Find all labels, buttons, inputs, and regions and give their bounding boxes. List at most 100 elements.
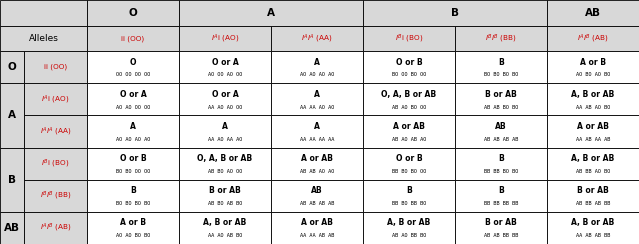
Text: A, B or AB: A, B or AB [571,90,615,99]
Text: BO BO OO OO: BO BO OO OO [116,169,150,174]
Bar [547,212,639,244]
Text: BB BO BO OO: BB BO BO OO [392,169,426,174]
Text: AB: AB [311,186,323,195]
Bar [87,212,179,244]
Bar [0,212,24,244]
Text: A, B or AB: A, B or AB [571,218,615,227]
Text: AO OO AO OO: AO OO AO OO [208,72,242,77]
Bar [87,115,179,148]
Text: A, B or AB: A, B or AB [203,218,247,227]
Text: $I^A$i (AO): $I^A$i (AO) [211,32,239,44]
Bar [24,212,87,244]
Text: AO BO AO BO: AO BO AO BO [576,72,610,77]
Text: AO AO OO OO: AO AO OO OO [116,105,150,110]
Text: $I^A$$I^A$ (AA): $I^A$$I^A$ (AA) [40,125,72,138]
Text: BB BO BB BO: BB BO BB BO [392,201,426,206]
Bar [87,0,179,26]
Bar [547,0,639,26]
Text: O: O [130,58,136,67]
Text: B: B [498,58,504,67]
Text: AA AB AA AB: AA AB AA AB [576,137,610,142]
Text: ii (OO): ii (OO) [44,64,67,71]
Text: A, B or AB: A, B or AB [571,154,615,163]
Text: O or B: O or B [119,154,146,163]
Bar [0,51,24,83]
Text: B or AB: B or AB [209,186,241,195]
Bar [363,83,455,115]
Text: AA AA AA AA: AA AA AA AA [300,137,334,142]
Text: $I^B$i (BO): $I^B$i (BO) [42,157,70,170]
Text: AO AO AO AO: AO AO AO AO [116,137,150,142]
Bar [455,83,547,115]
Text: B: B [130,186,135,195]
Text: B: B [498,186,504,195]
Text: O or B: O or B [396,154,422,163]
Bar [24,51,87,83]
Bar [87,26,179,51]
Bar [179,83,271,115]
Text: AO AO BO BO: AO AO BO BO [116,233,150,238]
Text: A: A [314,90,320,99]
Bar [271,212,363,244]
Text: B or AB: B or AB [485,90,517,99]
Bar [271,83,363,115]
Bar [363,51,455,83]
Text: AA AO AO OO: AA AO AO OO [208,105,242,110]
Text: AB BO AO OO: AB BO AO OO [208,169,242,174]
Bar [363,0,547,26]
Bar [87,180,179,212]
Text: AB AO BO OO: AB AO BO OO [392,105,426,110]
Text: BO OO BO OO: BO OO BO OO [392,72,426,77]
Text: BO BO BO BO: BO BO BO BO [116,201,150,206]
Text: B: B [8,175,16,185]
Bar [363,26,455,51]
Text: AB: AB [4,223,20,233]
Text: O: O [128,8,137,18]
Text: BO BO BO BO: BO BO BO BO [484,72,518,77]
Text: $I^A$$I^B$ (AB): $I^A$$I^B$ (AB) [40,222,72,234]
Bar [179,148,271,180]
Text: O, A, B or AB: O, A, B or AB [381,90,436,99]
Bar [179,26,271,51]
Bar [363,212,455,244]
Text: O, A, B or AB: O, A, B or AB [197,154,252,163]
Bar [24,115,87,148]
Bar [455,148,547,180]
Bar [0,26,87,51]
Bar [547,83,639,115]
Bar [455,26,547,51]
Bar [547,26,639,51]
Text: B: B [498,154,504,163]
Text: AA AO AB BO: AA AO AB BO [208,233,242,238]
Text: O or A: O or A [212,58,238,67]
Text: B or AB: B or AB [485,218,517,227]
Text: $I^A$$I^B$ (AB): $I^A$$I^B$ (AB) [577,32,609,44]
Text: BB BB BO BO: BB BB BO BO [484,169,518,174]
Text: AB BB AO BO: AB BB AO BO [576,169,610,174]
Bar [0,0,87,26]
Text: AB BO AB BO: AB BO AB BO [208,201,242,206]
Text: B: B [451,8,459,18]
Text: AB AB AO AO: AB AB AO AO [300,169,334,174]
Text: A: A [267,8,275,18]
Text: AB BB AB BB: AB BB AB BB [576,201,610,206]
Text: A: A [130,122,136,131]
Bar [547,51,639,83]
Text: AB: AB [495,122,507,131]
Bar [455,180,547,212]
Text: A or B: A or B [120,218,146,227]
Bar [547,180,639,212]
Bar [179,51,271,83]
Text: A or AB: A or AB [301,218,333,227]
Text: A: A [314,122,320,131]
Text: AO AO AO AO: AO AO AO AO [300,72,334,77]
Bar [179,0,363,26]
Text: A, B or AB: A, B or AB [387,218,431,227]
Bar [87,83,179,115]
Bar [271,180,363,212]
Bar [24,180,87,212]
Bar [87,51,179,83]
Text: A: A [222,122,228,131]
Bar [179,115,271,148]
Text: AB AO BB BO: AB AO BB BO [392,233,426,238]
